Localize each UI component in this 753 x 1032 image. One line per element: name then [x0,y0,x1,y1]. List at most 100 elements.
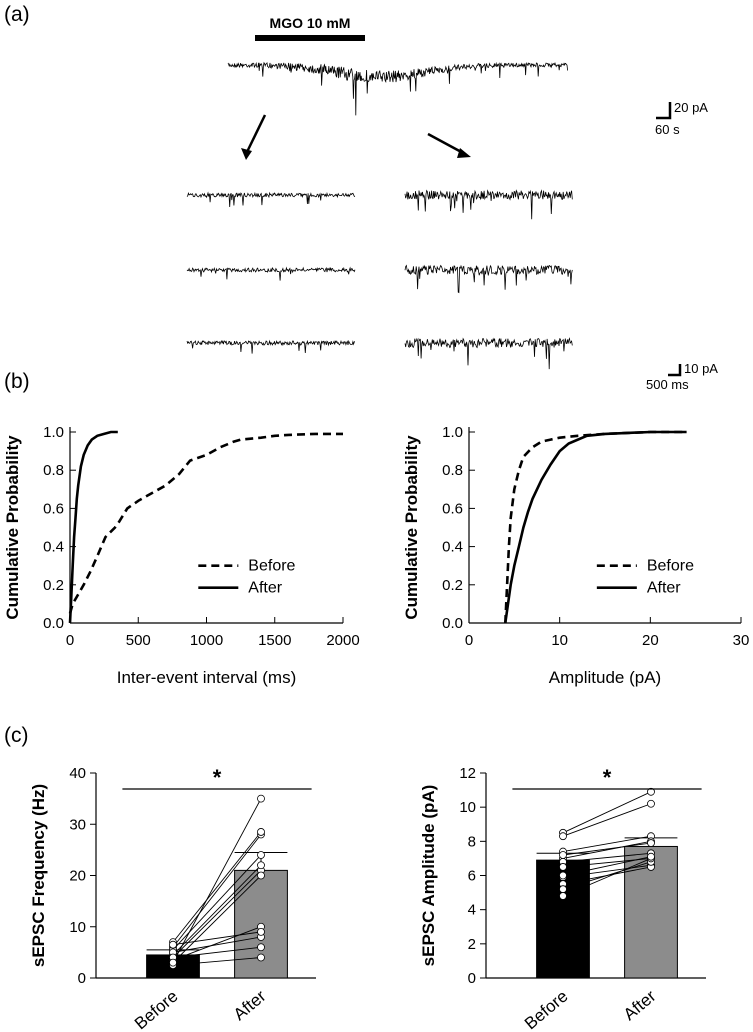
arrow-right-head [457,148,471,158]
y-tick-label: 0.2 [442,577,463,594]
y-tick-label: 0.2 [43,577,64,594]
y-axis-label: sEPSC Amplitude (pA) [419,785,438,967]
point-before [559,832,567,841]
series-line-before [68,432,343,614]
cdf-amplitude-chart: 0.0 0.2 0.4 0.6 0.8 1.0 0 10 20 30 Amplitude (pA) C… [402,424,749,687]
point-before [559,863,567,871]
x-axis-label: Amplitude (pA) [549,668,661,687]
point-before [559,871,567,880]
y-tick-label: 30 [69,816,86,833]
x-tick-label: 1000 [190,632,223,649]
x-tick-label: 1500 [258,632,291,649]
paired-line [172,854,262,951]
short-trace-before-3 [186,339,356,354]
y-tick-label: 12 [459,765,476,782]
paired-line [562,842,652,856]
significance-star: * [603,765,612,790]
paired-line [562,840,652,859]
y-tick-label: 0.8 [442,462,463,479]
drug-label: MGO 10 mM [270,15,351,31]
scale-small-x-label: 500 ms [646,377,689,392]
point-after [647,787,655,796]
point-after [257,851,265,859]
scale-big-x-label: 60 s [655,122,680,137]
short-trace-before-1 [186,191,356,208]
x-tick-label: Before [521,987,572,1032]
x-tick-label: After [230,986,270,1024]
paired-line [562,791,652,834]
y-axis-label: sEPSC Frequency (Hz) [29,784,48,967]
short-traces [186,189,573,370]
legend-label-before: Before [248,558,295,575]
y-tick-label: 6 [468,868,476,885]
drug-application-bar [255,35,365,41]
paired-line [172,831,262,943]
y-axis-label: Cumulative Probability [3,435,22,620]
short-trace-after-1 [404,189,573,220]
series-line-after [68,430,118,624]
amplitude-bar-chart: 0 2 4 6 8 10 12 Before After * sEPSC Amplitude (pA… [419,765,706,1032]
y-tick-label: 1.0 [43,424,64,441]
y-tick-label: 0.8 [43,462,64,479]
y-tick-label: 1.0 [442,424,463,441]
y-tick-label: 10 [69,919,86,936]
point-after [257,861,265,870]
point-after [257,828,265,836]
x-axis-label: Inter-event interval (ms) [117,668,297,687]
legend-label-after: After [647,580,681,597]
x-tick-label: 30 [733,632,750,649]
point-after [257,871,265,880]
point-before [559,892,567,900]
y-tick-label: 0.6 [43,500,64,517]
y-tick-label: 0.6 [442,500,463,517]
arrow-left [245,114,267,153]
point-after [257,927,265,936]
x-tick-label: 0 [465,632,473,649]
paired-line [172,936,262,953]
trace-panel: MGO 10 mM 20 pA 60 s 10 pA 500 ms [186,15,718,392]
x-tick-label: 2000 [326,632,359,649]
point-before [559,885,567,894]
legend-label-after: After [248,580,282,597]
series-line-after [504,430,687,624]
scale-bar-big: 20 pA 60 s [655,100,708,137]
paired-line [172,875,262,963]
x-tick-label: 10 [551,632,568,649]
y-tick-label: 0 [78,970,86,987]
paired-line [172,926,262,961]
arrows [241,114,471,160]
paired-line [562,852,652,863]
panel-label-b: (b) [4,370,30,393]
y-tick-label: 4 [468,902,476,919]
y-tick-label: 0.0 [43,615,64,632]
paired-line [562,858,652,897]
point-before [169,940,177,949]
paired-line [172,957,262,966]
x-tick-label: After [620,986,660,1024]
paired-line [172,946,262,958]
y-tick-label: 0.0 [442,615,463,632]
point-after [647,799,655,808]
scale-small-y-label: 10 pA [684,361,718,376]
point-after [647,852,655,861]
y-tick-label: 0.4 [43,539,64,556]
point-before [559,851,567,859]
short-trace-before-2 [186,266,356,281]
paired-line [562,856,652,876]
long-trace-path [227,61,568,116]
paired-line [562,835,652,853]
y-tick-label: 0.4 [442,539,463,556]
paired-line [172,798,262,963]
significance-star: * [213,765,222,790]
scale-big-y-label: 20 pA [674,100,708,115]
point-before [169,958,177,967]
arrow-left-head [241,148,252,160]
paired-line [172,864,262,956]
frequency-bar-chart: 0 10 20 30 40 Before After * sEPSC Frequency (Hz… [29,765,316,1032]
scale-bar-small: 10 pA 500 ms [646,361,718,392]
x-tick-label: 0 [66,632,74,649]
long-trace [227,61,568,116]
y-axis-label: Cumulative Probability [402,435,421,620]
cdf-interval-chart: 0.0 0.2 0.4 0.6 0.8 1.0 0 500 1000 1500 2000 Inter-… [3,424,360,687]
